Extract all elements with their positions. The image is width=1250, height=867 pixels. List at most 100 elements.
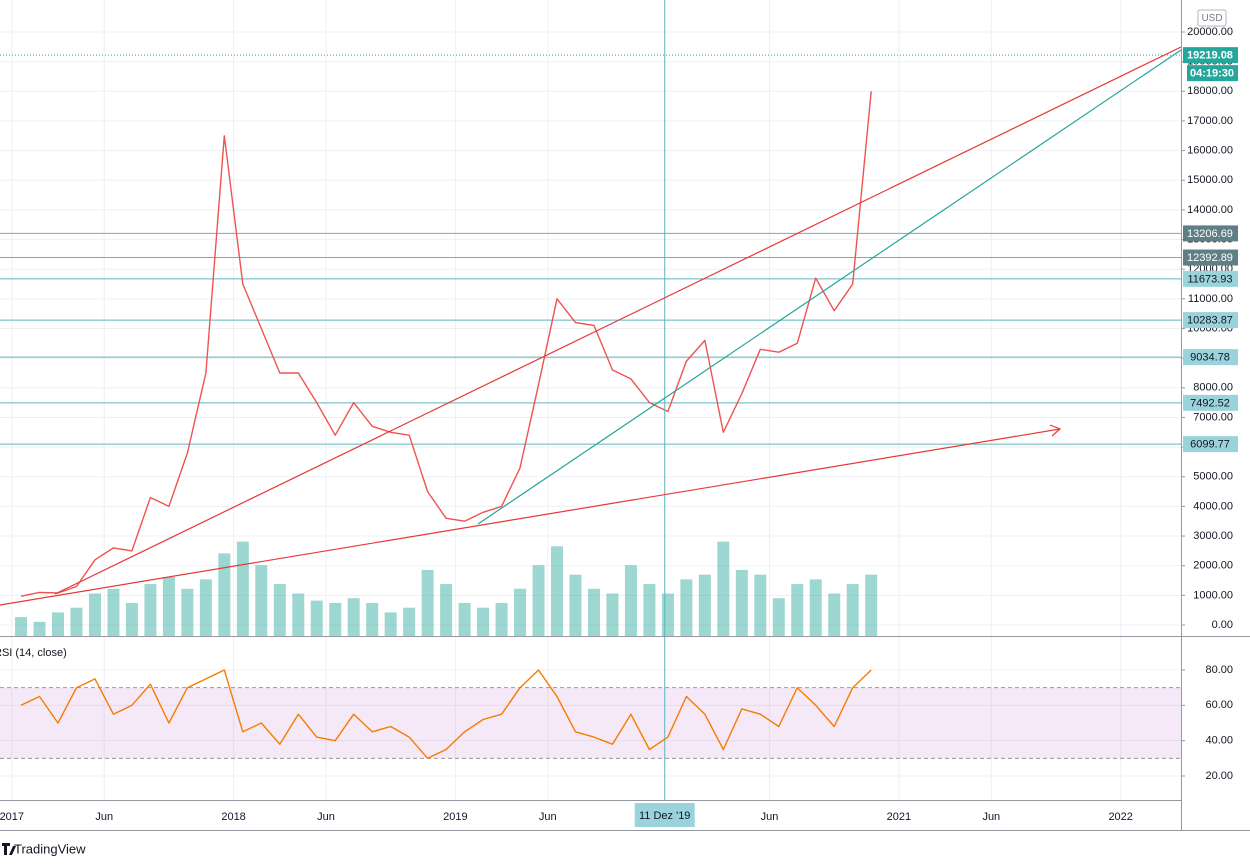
volume-bar [772, 598, 785, 636]
volume-bar [846, 584, 859, 636]
volume-bar [661, 593, 674, 636]
level-label: 10283.87 [1187, 314, 1233, 326]
trend-line[interactable] [477, 49, 1182, 525]
volume-bar [310, 600, 323, 636]
volume-bar [52, 612, 65, 636]
volume-bar [643, 584, 656, 636]
level-label: 13206.69 [1187, 228, 1233, 240]
crosshair-label: 11 Dez '19 [639, 810, 690, 822]
level-label-box [1183, 249, 1238, 266]
y-tick-label: 15000.00 [1187, 174, 1233, 186]
y-tick-label: 14000.00 [1187, 204, 1233, 216]
x-tick-label: Jun [317, 811, 335, 823]
y-tick-label: 80.00 [1205, 664, 1233, 676]
logo-mark [2, 843, 16, 855]
trend-line[interactable] [54, 46, 1182, 595]
y-tick-label: 8000.00 [1193, 382, 1233, 394]
volume-bar [477, 607, 490, 636]
volume-bar [125, 602, 138, 636]
y-tick-label: 40.00 [1205, 735, 1233, 747]
rsi-title: RSI (14, close) [0, 647, 67, 659]
volume-bar [329, 602, 342, 636]
volume-bar [347, 598, 360, 636]
x-tick-label: Jun [982, 811, 1000, 823]
y-tick-label: 60.00 [1205, 699, 1233, 711]
level-label: 12392.89 [1187, 252, 1233, 264]
volume-bar [199, 579, 212, 636]
volume-bar [587, 588, 600, 636]
rsi-band [0, 687, 1181, 759]
volume-bar [532, 565, 545, 636]
volume-bar [551, 546, 564, 636]
level-label-box [1183, 436, 1238, 453]
volume-bar [514, 588, 527, 636]
y-tick-label: 4000.00 [1193, 500, 1233, 512]
volume-bar [569, 574, 582, 636]
volume-bar [292, 593, 305, 636]
volume-bar [735, 569, 748, 636]
volume-bar [366, 602, 379, 636]
y-tick-label: 20.00 [1205, 770, 1233, 782]
trend-arrow[interactable] [0, 428, 1061, 606]
level-label-box [1183, 349, 1238, 366]
volume-bar [828, 593, 841, 636]
volume-bar [421, 569, 434, 636]
level-label-box [1183, 312, 1238, 329]
x-tick-label: Jun [539, 811, 557, 823]
x-tick-label: 2021 [887, 811, 911, 823]
brand: TradingView [14, 841, 86, 856]
level-label: 9034.78 [1190, 352, 1230, 364]
y-tick-label: 3000.00 [1193, 530, 1233, 542]
crosshair-label-box [634, 803, 695, 827]
x-tick-label: Jun [761, 811, 779, 823]
x-tick-label: 2022 [1108, 811, 1132, 823]
last-price-box [1183, 47, 1238, 64]
volume-bar [698, 574, 711, 636]
rsi-line [20, 669, 872, 759]
volume-bar [15, 617, 28, 636]
volume-bar [717, 541, 730, 636]
y-tick-label: 20000.00 [1187, 26, 1233, 38]
x-tick-label: 2019 [443, 811, 467, 823]
volume-bar [33, 621, 46, 636]
last-price-label: 19219.08 [1187, 50, 1233, 62]
volume-bar [255, 565, 268, 636]
x-tick-label: 2018 [221, 811, 245, 823]
volume-bar [107, 588, 120, 636]
volume-bar [624, 565, 637, 636]
y-tick-label: 17000.00 [1187, 115, 1233, 127]
y-tick-label: 1000.00 [1193, 589, 1233, 601]
level-label: 11673.93 [1187, 273, 1232, 285]
volume-bar [181, 588, 194, 636]
y-tick-label: 18000.00 [1187, 85, 1233, 97]
y-tick-label: 2000.00 [1193, 560, 1233, 572]
volume-bar [809, 579, 822, 636]
volume-bar [495, 602, 508, 636]
volume-bar [403, 607, 416, 636]
volume-bar [754, 574, 767, 636]
countdown: 04:19:30 [1190, 68, 1234, 80]
volume-bar [236, 541, 249, 636]
volume-bar [70, 607, 83, 636]
volume-bar [88, 593, 101, 636]
currency: USD [1201, 13, 1222, 24]
currency-button[interactable] [1197, 9, 1227, 27]
arrow-head [1049, 424, 1062, 437]
y-tick-label: 11000.00 [1188, 293, 1233, 305]
y-tick-label: 0.00 [1212, 619, 1233, 631]
volume-bar [218, 553, 231, 636]
brand-logo[interactable]: TradingView [2, 841, 86, 856]
y-tick-label: 5000.00 [1193, 471, 1233, 483]
x-tick-label: Jun [95, 811, 113, 823]
volume-bar [144, 584, 157, 636]
volume-bar [865, 574, 878, 636]
level-label-box [1183, 270, 1238, 287]
volume-bar [606, 593, 619, 636]
y-tick-label: 16000.00 [1187, 145, 1233, 157]
countdown-box [1187, 65, 1238, 82]
level-label-box [1183, 394, 1238, 411]
x-tick-label: 2017 [0, 811, 24, 823]
volume-bar [273, 584, 286, 636]
price-line [20, 91, 872, 597]
